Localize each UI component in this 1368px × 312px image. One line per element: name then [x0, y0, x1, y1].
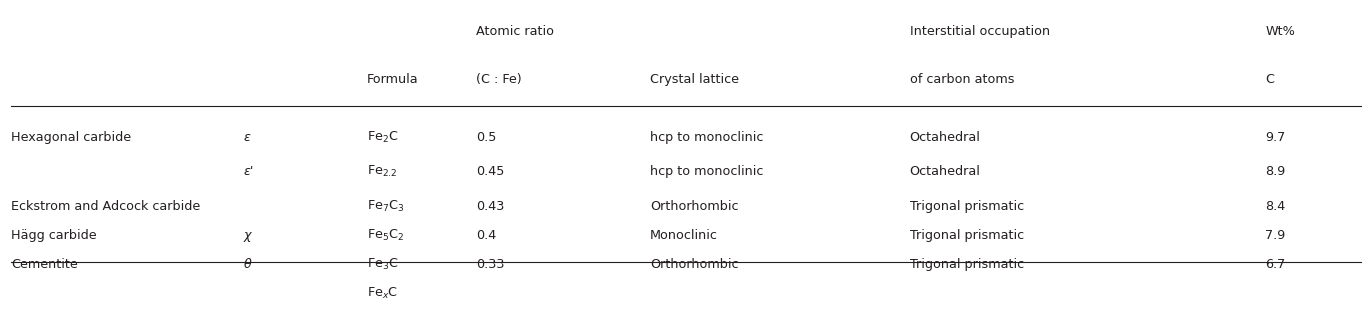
Text: Octahedral: Octahedral	[910, 165, 981, 178]
Text: Crystal lattice: Crystal lattice	[650, 73, 739, 86]
Text: Fe$_7$C$_3$: Fe$_7$C$_3$	[367, 199, 404, 214]
Text: (C : Fe): (C : Fe)	[476, 73, 521, 86]
Text: 6.7: 6.7	[1265, 258, 1286, 271]
Text: 8.9: 8.9	[1265, 165, 1286, 178]
Text: ε: ε	[244, 131, 250, 144]
Text: Interstitial occupation: Interstitial occupation	[910, 25, 1049, 38]
Text: 7.9: 7.9	[1265, 229, 1286, 242]
Text: ε': ε'	[244, 165, 254, 178]
Text: 9.7: 9.7	[1265, 131, 1286, 144]
Text: 0.33: 0.33	[476, 258, 505, 271]
Text: Monoclinic: Monoclinic	[650, 229, 718, 242]
Text: Cementite: Cementite	[11, 258, 78, 271]
Text: hcp to monoclinic: hcp to monoclinic	[650, 131, 763, 144]
Text: Fe$_2$C: Fe$_2$C	[367, 130, 398, 145]
Text: Orthorhombic: Orthorhombic	[650, 258, 739, 271]
Text: Trigonal prismatic: Trigonal prismatic	[910, 229, 1023, 242]
Text: θ: θ	[244, 258, 252, 271]
Text: χ: χ	[244, 229, 250, 242]
Text: Fe$_5$C$_2$: Fe$_5$C$_2$	[367, 228, 404, 243]
Text: 0.4: 0.4	[476, 229, 497, 242]
Text: Trigonal prismatic: Trigonal prismatic	[910, 258, 1023, 271]
Text: 8.4: 8.4	[1265, 200, 1286, 213]
Text: Formula: Formula	[367, 73, 419, 86]
Text: 0.5: 0.5	[476, 131, 497, 144]
Text: hcp to monoclinic: hcp to monoclinic	[650, 165, 763, 178]
Text: Orthorhombic: Orthorhombic	[650, 200, 739, 213]
Text: Atomic ratio: Atomic ratio	[476, 25, 554, 38]
Text: C: C	[1265, 73, 1275, 86]
Text: Hexagonal carbide: Hexagonal carbide	[11, 131, 131, 144]
Text: Hägg carbide: Hägg carbide	[11, 229, 97, 242]
Text: Fe$_3$C: Fe$_3$C	[367, 257, 398, 272]
Text: 0.43: 0.43	[476, 200, 505, 213]
Text: Eckstrom and Adcock carbide: Eckstrom and Adcock carbide	[11, 200, 200, 213]
Text: of carbon atoms: of carbon atoms	[910, 73, 1014, 86]
Text: 0.45: 0.45	[476, 165, 505, 178]
Text: Trigonal prismatic: Trigonal prismatic	[910, 200, 1023, 213]
Text: Fe$_{2.2}$: Fe$_{2.2}$	[367, 164, 397, 179]
Text: Octahedral: Octahedral	[910, 131, 981, 144]
Text: Wt%: Wt%	[1265, 25, 1295, 38]
Text: Fe$_x$C: Fe$_x$C	[367, 286, 398, 301]
